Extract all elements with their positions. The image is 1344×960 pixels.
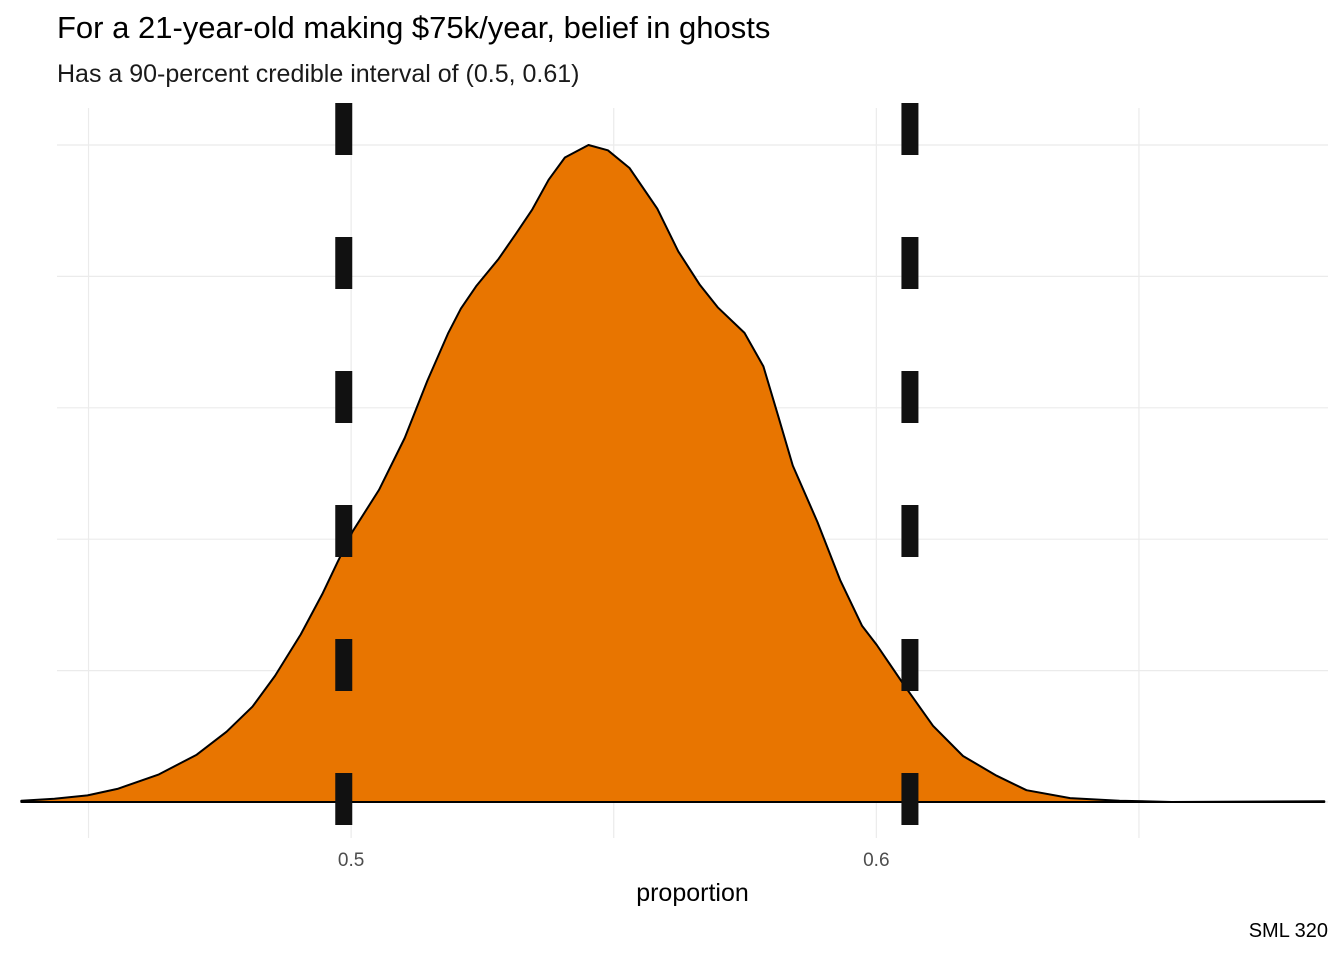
chart-title: For a 21-year-old making $75k/year, beli… [57,10,771,45]
x-axis-title: proportion [636,879,749,907]
density-area [20,144,1326,803]
caption: SML 320 [1248,920,1328,942]
chart-subtitle: Has a 90-percent credible interval of (0… [57,60,580,88]
area-layer [20,144,1326,803]
x-tick-label: 0.5 [338,850,364,871]
x-tick-labels: 0.5 0.6 [338,850,890,871]
x-tick-label: 0.6 [863,850,889,871]
